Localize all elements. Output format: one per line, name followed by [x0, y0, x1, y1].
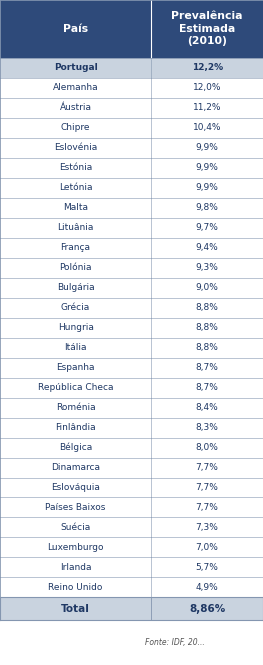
Text: País: País — [63, 24, 88, 34]
Text: Eslovénia: Eslovénia — [54, 143, 97, 152]
Text: Prevalência
Estimada
(2010): Prevalência Estimada (2010) — [171, 11, 243, 47]
Bar — [0, 597, 263, 620]
Text: Suécia: Suécia — [60, 523, 91, 532]
Bar — [0, 477, 263, 497]
Bar — [0, 78, 263, 98]
Text: Malta: Malta — [63, 203, 88, 212]
Bar — [0, 458, 263, 477]
Text: 8,0%: 8,0% — [196, 443, 219, 452]
Text: 9,9%: 9,9% — [196, 183, 219, 192]
Bar — [0, 98, 263, 118]
Text: 9,9%: 9,9% — [196, 163, 219, 172]
Text: Eslováquia: Eslováquia — [51, 483, 100, 492]
Text: Bulgária: Bulgária — [57, 283, 94, 292]
Text: República Checa: República Checa — [38, 383, 113, 392]
Text: Letónia: Letónia — [59, 183, 92, 192]
Text: Bélgica: Bélgica — [59, 443, 92, 452]
Text: 8,7%: 8,7% — [196, 383, 219, 392]
Text: Estónia: Estónia — [59, 163, 92, 172]
Text: 9,7%: 9,7% — [196, 223, 219, 232]
Bar — [0, 577, 263, 597]
Bar — [0, 58, 263, 78]
Text: Total: Total — [61, 604, 90, 614]
Bar — [0, 0, 263, 58]
Bar — [0, 438, 263, 458]
Text: Espanha: Espanha — [56, 363, 95, 372]
Bar — [0, 178, 263, 198]
Text: 9,4%: 9,4% — [196, 243, 219, 252]
Text: 5,7%: 5,7% — [196, 563, 219, 572]
Text: 8,86%: 8,86% — [189, 604, 225, 614]
Text: Dinamarca: Dinamarca — [51, 463, 100, 472]
Text: 8,8%: 8,8% — [196, 343, 219, 352]
Text: Chipre: Chipre — [61, 123, 90, 132]
Bar — [0, 398, 263, 418]
Text: 7,0%: 7,0% — [196, 543, 219, 552]
Text: Irlanda: Irlanda — [60, 563, 91, 572]
Text: França: França — [60, 243, 91, 252]
Bar — [0, 257, 263, 277]
Text: 7,3%: 7,3% — [196, 523, 219, 532]
Bar — [0, 557, 263, 577]
Text: 8,8%: 8,8% — [196, 303, 219, 312]
Bar — [0, 358, 263, 378]
Bar — [0, 158, 263, 178]
Bar — [0, 118, 263, 138]
Text: 8,4%: 8,4% — [196, 403, 219, 412]
Text: 8,8%: 8,8% — [196, 323, 219, 332]
Text: Finlândia: Finlândia — [55, 423, 96, 432]
Text: Roménia: Roménia — [56, 403, 95, 412]
Text: 9,9%: 9,9% — [196, 143, 219, 152]
Bar — [0, 378, 263, 398]
Text: 9,8%: 9,8% — [196, 203, 219, 212]
Bar — [0, 537, 263, 557]
Bar — [0, 277, 263, 297]
Text: Itália: Itália — [64, 343, 87, 352]
Text: Países Baixos: Países Baixos — [45, 503, 106, 512]
Bar — [0, 198, 263, 217]
Text: 8,7%: 8,7% — [196, 363, 219, 372]
Bar — [0, 418, 263, 438]
Text: Lituânia: Lituânia — [57, 223, 94, 232]
Text: 12,0%: 12,0% — [193, 83, 221, 92]
Bar — [0, 138, 263, 158]
Text: Portugal: Portugal — [54, 63, 98, 72]
Text: Áustria: Áustria — [60, 103, 92, 112]
Text: Alemanha: Alemanha — [53, 83, 98, 92]
Bar — [0, 517, 263, 537]
Bar — [0, 338, 263, 358]
Text: 11,2%: 11,2% — [193, 103, 221, 112]
Text: 7,7%: 7,7% — [196, 463, 219, 472]
Text: 12,2%: 12,2% — [191, 63, 223, 72]
Text: Grécia: Grécia — [61, 303, 90, 312]
Text: 10,4%: 10,4% — [193, 123, 221, 132]
Text: Hungria: Hungria — [58, 323, 94, 332]
Bar — [0, 497, 263, 517]
Bar — [0, 237, 263, 257]
Text: 9,0%: 9,0% — [196, 283, 219, 292]
Text: 7,7%: 7,7% — [196, 483, 219, 492]
Text: 9,3%: 9,3% — [196, 263, 219, 272]
Text: Polónia: Polónia — [59, 263, 92, 272]
Bar — [0, 297, 263, 318]
Bar — [0, 318, 263, 338]
Text: Reino Unido: Reino Unido — [48, 583, 103, 592]
Text: 8,3%: 8,3% — [196, 423, 219, 432]
Text: 4,9%: 4,9% — [196, 583, 219, 592]
Text: Fonte: IDF, 20...: Fonte: IDF, 20... — [145, 638, 204, 647]
Bar — [0, 217, 263, 237]
Text: 7,7%: 7,7% — [196, 503, 219, 512]
Text: Luxemburgo: Luxemburgo — [47, 543, 104, 552]
